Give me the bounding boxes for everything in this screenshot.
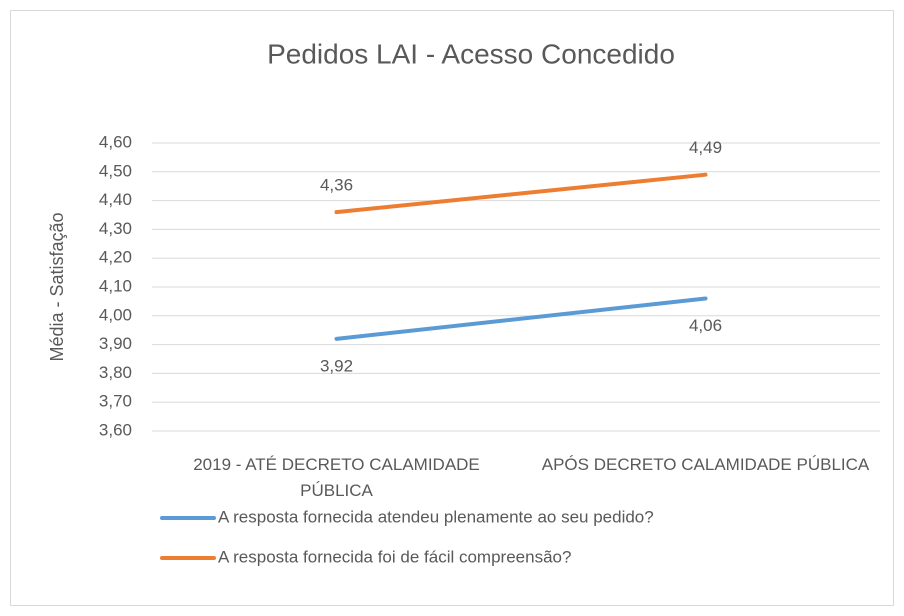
y-tick-label: 4,00: [99, 305, 132, 324]
y-tick-label: 4,20: [99, 248, 132, 267]
y-tick-label: 4,40: [99, 190, 132, 209]
x-tick-label: APÓS DECRETO CALAMIDADE PÚBLICA: [541, 455, 870, 474]
legend-label: A resposta fornecida foi de fácil compre…: [218, 547, 571, 566]
y-tick-label: 4,60: [99, 132, 132, 151]
data-label: 4,06: [689, 316, 722, 335]
y-tick-label: 4,30: [99, 219, 132, 238]
x-tick-label: 2019 - ATÉ DECRETO CALAMIDADE PÚBLICA: [193, 455, 480, 500]
chart-border: [10, 10, 894, 606]
data-label: 4,49: [689, 138, 722, 157]
data-label: 3,92: [320, 356, 353, 375]
chart-title: Pedidos LAI - Acesso Concedido: [267, 38, 675, 69]
y-tick-label: 3,90: [99, 334, 132, 353]
y-tick-label: 3,70: [99, 392, 132, 411]
legend-label: A resposta fornecida atendeu plenamente …: [218, 507, 654, 526]
y-tick-label: 4,50: [99, 161, 132, 180]
series-line: [334, 172, 708, 215]
series-line: [334, 296, 708, 341]
y-tick-label: 3,80: [99, 363, 132, 382]
y-axis-title: Média - Satisfação: [47, 212, 67, 361]
y-tick-label: 4,10: [99, 276, 132, 295]
data-label: 4,36: [320, 176, 353, 195]
y-tick-label: 3,60: [99, 420, 132, 439]
